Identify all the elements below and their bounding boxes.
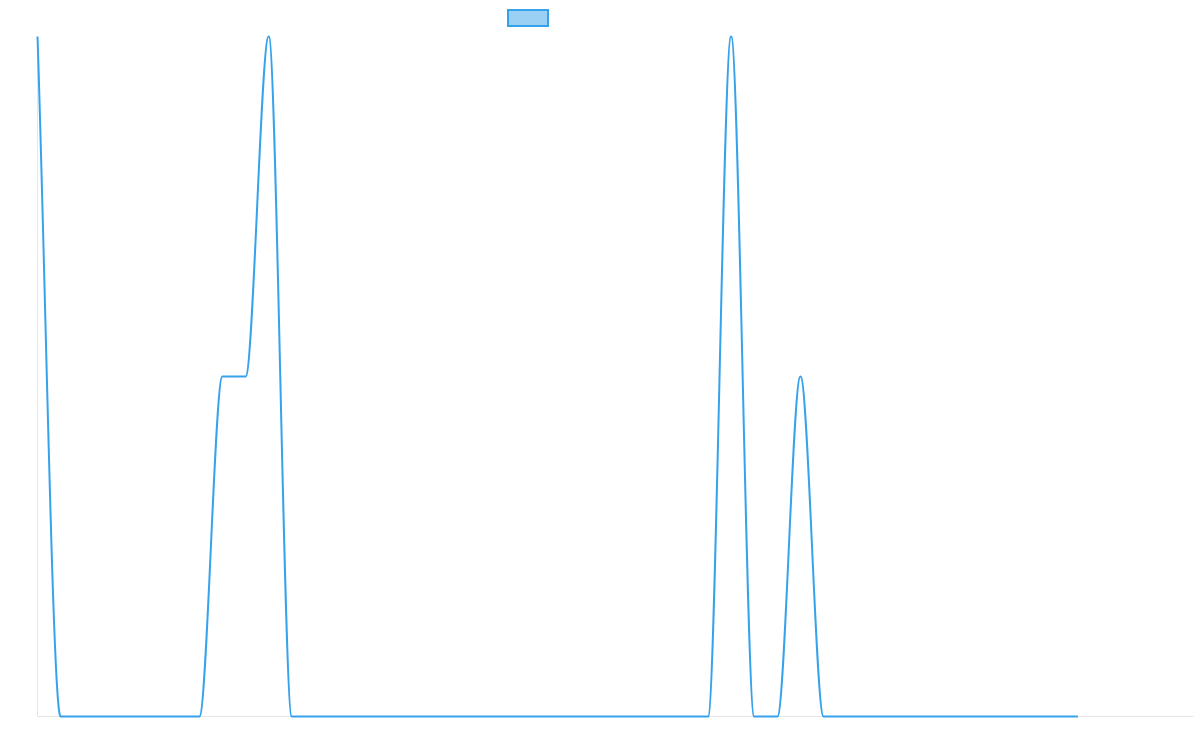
data-point[interactable] (774, 714, 780, 720)
series-group (35, 34, 1081, 720)
axes (37, 36, 1194, 717)
data-point[interactable] (196, 714, 202, 720)
data-point[interactable] (266, 34, 272, 40)
data-point[interactable] (35, 34, 41, 40)
data-point[interactable] (821, 714, 827, 720)
data-point[interactable] (289, 714, 295, 720)
data-point[interactable] (705, 714, 711, 720)
data-point[interactable] (1075, 714, 1081, 720)
legend[interactable] (507, 9, 549, 27)
data-point[interactable] (58, 714, 64, 720)
data-point[interactable] (728, 34, 734, 40)
data-point[interactable] (219, 374, 225, 380)
legend-swatch[interactable] (507, 9, 549, 27)
series-line-0[interactable] (36, 35, 1078, 718)
data-point[interactable] (751, 714, 757, 720)
data-point[interactable] (797, 374, 803, 380)
data-point[interactable] (243, 374, 249, 380)
